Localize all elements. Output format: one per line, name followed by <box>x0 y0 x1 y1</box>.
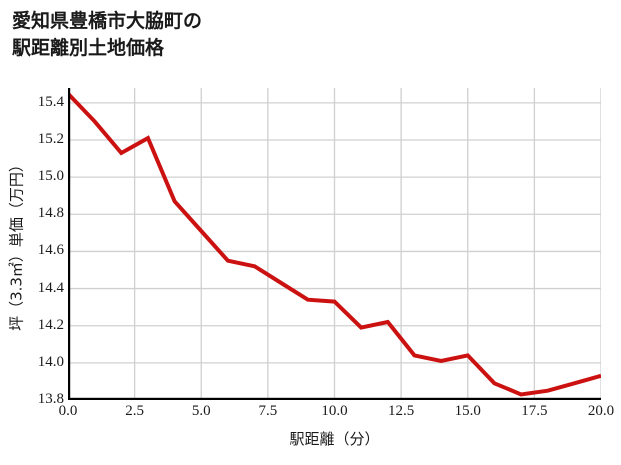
y-tick-label: 14.8 <box>37 205 64 222</box>
y-axis-tick-labels: 13.8 14.0 14.2 14.4 14.6 14.8 15.0 15.2 15.4 <box>20 0 64 465</box>
y-tick-label: 13.8 <box>37 391 64 407</box>
y-tick-label: 15.0 <box>37 168 64 185</box>
axis-spine-left <box>68 88 71 400</box>
x-tick-label: 2.5 <box>125 403 144 419</box>
x-tick-label: 7.5 <box>258 403 278 419</box>
y-tick-label: 14.0 <box>37 353 64 370</box>
axis-spine-bottom <box>68 397 601 400</box>
y-tick-label: 14.6 <box>37 242 64 259</box>
y-tick-label: 14.2 <box>37 316 64 333</box>
x-tick-label: 5.0 <box>191 403 211 419</box>
chart-title-line-2: 駅距離別土地価格 <box>12 36 165 59</box>
x-axis-label: 駅距離（分） <box>289 430 380 448</box>
chart-title: 愛知県豊橋市大脇町の 駅距離別土地価格 <box>12 8 572 62</box>
y-tick-label: 15.2 <box>37 131 64 147</box>
y-tick-label: 15.4 <box>37 93 64 110</box>
plot-area <box>68 88 601 400</box>
x-tick-label: 12.5 <box>388 403 415 419</box>
x-tick-label: 17.5 <box>521 403 548 419</box>
y-tick-label: 14.4 <box>37 279 64 296</box>
x-tick-label: 15.0 <box>454 403 481 419</box>
plot-svg <box>68 88 601 400</box>
x-tick-label: 0.0 <box>58 403 78 419</box>
price-line-series <box>68 92 601 397</box>
x-tick-label: 20.0 <box>587 403 615 419</box>
gridlines <box>68 88 601 400</box>
x-tick-label: 10.0 <box>321 403 348 419</box>
chart-title-line-1: 愛知県豊橋市大脇町の <box>12 10 203 32</box>
